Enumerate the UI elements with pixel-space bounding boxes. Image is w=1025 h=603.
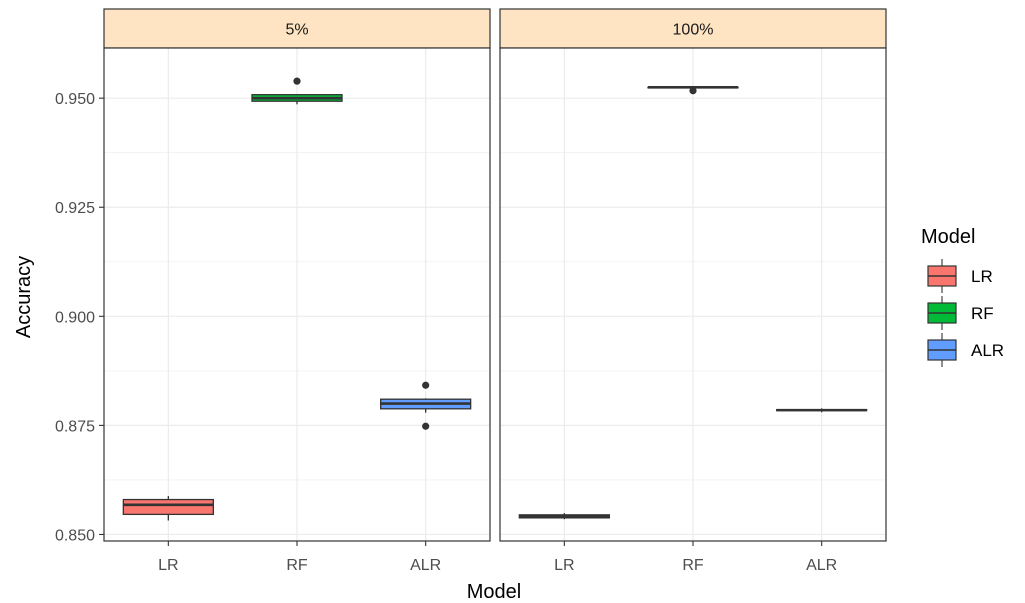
box-body bbox=[122, 498, 214, 516]
box-alr bbox=[380, 381, 472, 430]
legend-entry-lr: LR bbox=[927, 259, 993, 293]
legend-entry-rf: RF bbox=[927, 296, 994, 330]
outlier-point bbox=[293, 77, 301, 85]
y-tick-label: 0.875 bbox=[55, 418, 95, 435]
outlier-point bbox=[689, 87, 697, 95]
x-tick-label: LR bbox=[158, 557, 178, 574]
facet-strip-label: 100% bbox=[673, 22, 714, 39]
legend-label: RF bbox=[971, 304, 994, 323]
facet-strip-label: 5% bbox=[285, 22, 308, 39]
box-rf bbox=[647, 85, 739, 95]
x-tick-label: RF bbox=[682, 557, 704, 574]
box-lr bbox=[122, 496, 214, 521]
box-lr bbox=[518, 513, 610, 520]
box-alr bbox=[776, 408, 868, 413]
legend-label: ALR bbox=[971, 341, 1004, 360]
x-tick-label: RF bbox=[286, 557, 308, 574]
legend-label: LR bbox=[971, 267, 993, 286]
x-tick-label: ALR bbox=[410, 557, 441, 574]
outlier-point bbox=[422, 422, 430, 430]
facet-strip bbox=[103, 8, 491, 49]
y-tick-label: 0.925 bbox=[55, 200, 95, 217]
legend: Model LR RF ALR bbox=[921, 226, 1004, 367]
x-tick-label: LR bbox=[554, 557, 574, 574]
legend-entry-alr: ALR bbox=[927, 333, 1004, 367]
y-tick-label: 0.950 bbox=[55, 91, 95, 108]
outlier-point bbox=[422, 381, 430, 389]
facet-strip bbox=[499, 8, 887, 49]
facet-panel-1: 5% LR RF ALR bbox=[103, 8, 491, 574]
x-axis-title: Model bbox=[467, 581, 521, 603]
legend-title: Model bbox=[921, 226, 975, 248]
box-rf bbox=[251, 77, 343, 105]
y-tick-label: 0.850 bbox=[55, 527, 95, 544]
y-axis-title: Accuracy bbox=[13, 256, 35, 338]
facet-panel-2: 100% LR RF ALR bbox=[499, 8, 887, 574]
y-tick-label: 0.900 bbox=[55, 309, 95, 326]
x-tick-label: ALR bbox=[806, 557, 837, 574]
